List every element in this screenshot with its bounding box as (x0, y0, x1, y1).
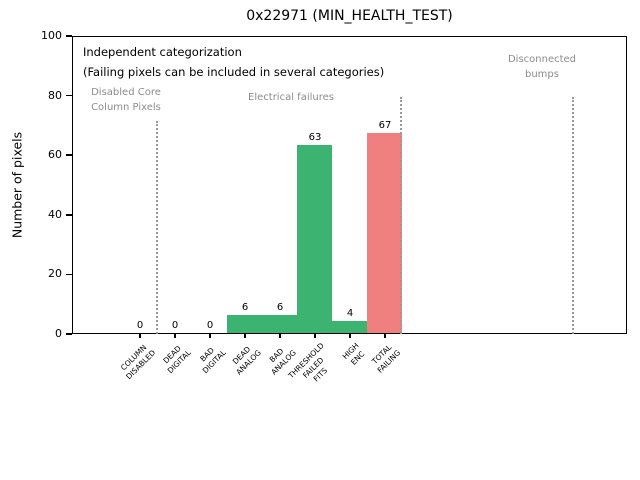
separator-dotted-line (399, 97, 402, 334)
separator-dotted-line (571, 97, 574, 334)
y-tick-mark (66, 273, 72, 276)
x-tick-mark (384, 334, 386, 338)
y-tick-mark (66, 94, 72, 97)
bar-value-label: 0 (206, 320, 214, 331)
bar-value-label: 63 (308, 132, 322, 144)
x-tick-label: BAD DIGITAL (193, 341, 228, 376)
x-tick-mark (279, 334, 281, 338)
plot-area (72, 36, 627, 334)
annotation-line: Column Pixels (91, 101, 161, 113)
x-tick-mark (139, 334, 141, 338)
bar-value-label: 6 (241, 302, 249, 314)
x-tick-label: HIGH ENC (340, 341, 367, 368)
x-tick-label: COLUMN DISABLED (117, 341, 158, 382)
bar (227, 315, 262, 333)
y-tick-label: 20 (48, 267, 62, 281)
x-tick-label: DEAD DIGITAL (158, 341, 193, 376)
x-tick-mark (209, 334, 211, 338)
x-tick-mark (349, 334, 351, 338)
bar-value-label: 4 (346, 308, 354, 320)
bar (367, 133, 402, 333)
bar (297, 145, 332, 333)
bar-value-label: 0 (171, 320, 179, 331)
y-tick-label: 0 (55, 327, 62, 340)
bar (262, 315, 297, 333)
x-tick-mark (174, 334, 176, 338)
y-tick-label: 60 (48, 148, 62, 162)
annotation-failing-note: (Failing pixels can be included in sever… (83, 65, 385, 79)
annotation-electrical-failures: Electrical failures (248, 92, 334, 103)
y-tick-mark (66, 214, 72, 216)
x-tick-label: TOTAL FAILING (369, 341, 403, 375)
bar-value-label: 0 (136, 320, 144, 331)
y-tick-mark (66, 35, 72, 37)
x-tick-label: DEAD ANALOG (227, 341, 263, 377)
y-tick-mark (66, 154, 72, 156)
chart-title: 0x22971 (MIN_HEALTH_TEST) (246, 8, 453, 24)
y-tick-label: 80 (48, 88, 62, 102)
annotation-independent-categorization: Independent categorization (83, 45, 242, 59)
annotation-disconnected-bumps: Disconnected bumps (467, 53, 617, 82)
bar-value-label: 6 (276, 302, 284, 314)
annotation-line: bumps (525, 68, 559, 80)
y-tick-mark (66, 333, 72, 335)
y-axis-label: Number of pixels (9, 131, 25, 239)
x-tick-mark (244, 334, 246, 338)
x-tick-mark (314, 334, 316, 338)
separator-dotted-line (155, 121, 158, 334)
bar-value-label: 67 (378, 120, 392, 132)
y-tick-label: 40 (48, 207, 62, 221)
annotation-line: Disabled Core (91, 87, 161, 98)
annotation-line: Disconnected (507, 54, 577, 65)
bar (332, 321, 367, 333)
y-tick-label: 100 (41, 29, 62, 42)
annotation-disabled-core-column-pixels: Disabled Core Column Pixels (68, 86, 184, 115)
